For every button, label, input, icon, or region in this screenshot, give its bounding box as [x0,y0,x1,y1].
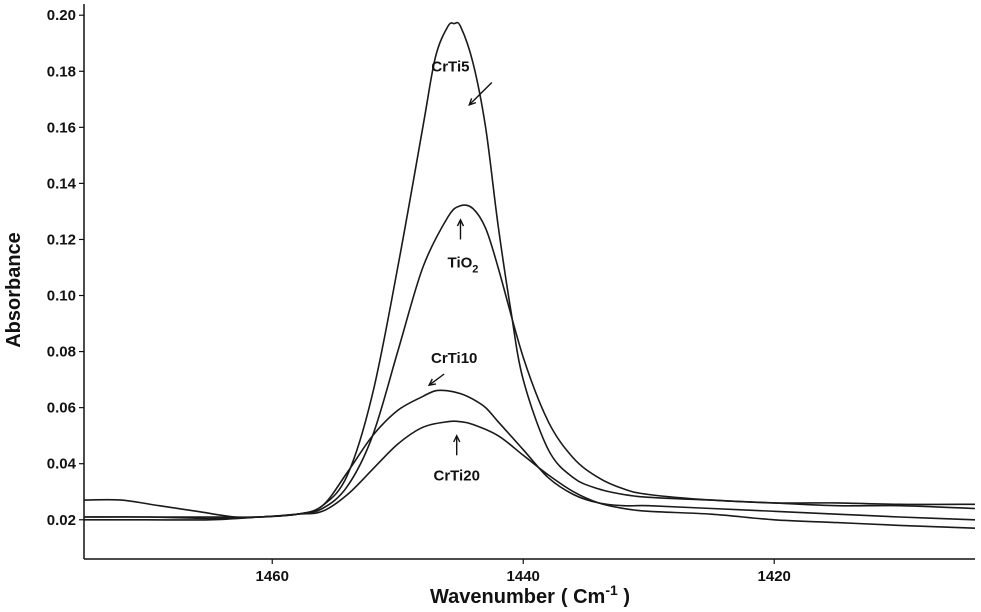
x-tick-label: 1420 [758,568,791,585]
annotation-arrow-shaft [468,81,493,106]
annotation-arrow-head [453,434,461,443]
axes [83,4,975,560]
y-tick-label: 0.02 [47,512,76,529]
annotation-text: TiO [448,254,473,271]
y-tick-label: 0.20 [47,7,76,24]
x-tick-label: 1460 [256,568,289,585]
series-line-crti10 [84,389,976,521]
annotations: CrTi5 TiO2 CrTi10 CrTi20 [427,58,493,485]
x-axis-unit-sup: -1 [605,582,618,598]
y-axis-title: Absorbance [3,232,25,348]
annotation-arrow-head [468,98,477,107]
annotation-subscript: 2 [472,263,478,275]
annotation-label-crti5: CrTi5 [431,58,469,75]
y-tick-label: 0.14 [47,175,77,192]
y-tick-label: 0.06 [47,400,76,417]
annotation-arrow-shaft [428,373,445,386]
x-axis-unit-base: Cm [573,586,605,608]
annotation-arrow-head [456,218,465,227]
series-line-crti20 [83,420,976,529]
series-line-tio [83,204,976,520]
x-axis-unit-open: ( [561,586,573,608]
y-tick-label: 0.12 [47,231,76,248]
y-tick-label: 0.10 [47,288,76,305]
y-tick-label: 0.04 [47,456,77,473]
annotation-text: CrTi10 [431,350,477,367]
series-line-crti5 [84,21,976,518]
annotation-label-crti20: CrTi20 [434,468,480,485]
annotation-text: CrTi20 [434,468,480,485]
y-tick-label: 0.08 [47,344,76,361]
series-lines [83,21,976,529]
y-tick-label: 0.18 [47,63,76,80]
x-axis-title-text: Wavenumber [430,586,555,608]
x-axis-title: Wavenumber ( Cm-1 ) [430,582,630,608]
annotation-text: CrTi5 [431,58,469,75]
annotation-label-crti10: CrTi10 [431,350,477,367]
annotation-label-tio: TiO2 [448,254,479,275]
x-ticks: 1460 1440 1420 [256,559,791,585]
y-tick-label: 0.16 [47,119,76,136]
x-tick-label: 1440 [507,568,540,585]
annotation-arrow-head [427,378,437,387]
y-ticks: 0.02 0.04 0.06 0.08 0.10 0.12 0.14 0.16 0.18 0.20 [47,7,84,529]
x-axis-unit-close: ) [618,586,630,608]
